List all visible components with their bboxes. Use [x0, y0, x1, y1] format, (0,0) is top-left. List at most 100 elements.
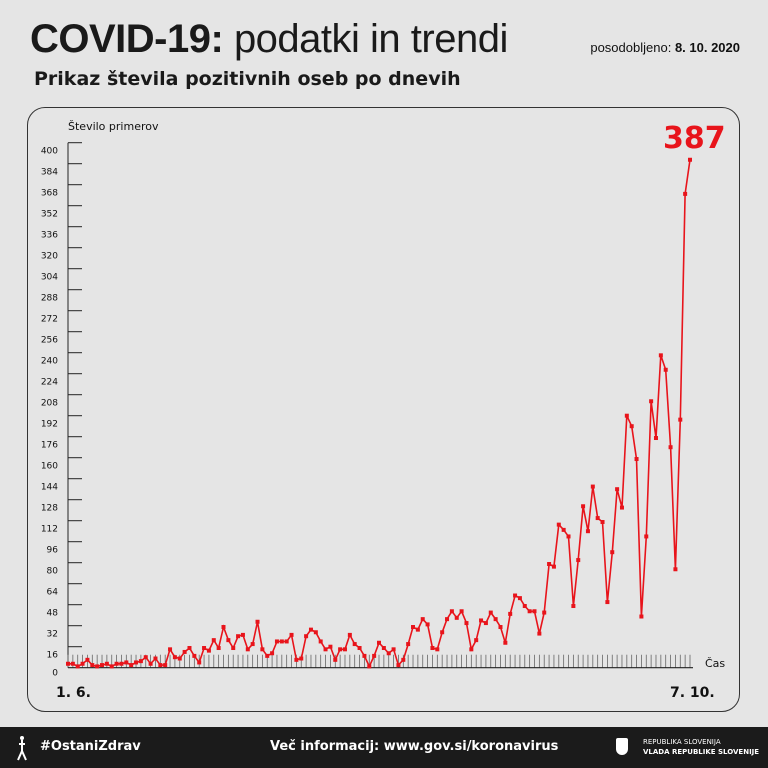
data-point — [547, 562, 552, 567]
data-point — [561, 527, 566, 532]
y-tick-label: 96 — [47, 546, 59, 556]
data-point — [532, 609, 537, 614]
data-point — [615, 487, 620, 492]
y-axis-label: Število primerov — [68, 120, 159, 133]
data-point — [357, 646, 362, 651]
data-point — [104, 661, 109, 666]
y-tick-label: 80 — [47, 567, 59, 577]
y-tick-label: 256 — [41, 336, 58, 346]
data-point — [391, 647, 396, 652]
data-point — [381, 646, 386, 651]
hashtag: #OstaniZdrav — [40, 739, 141, 754]
data-point — [624, 413, 629, 418]
data-point — [610, 550, 615, 555]
data-point — [571, 604, 576, 609]
title-light: podatki in trendi — [233, 17, 508, 61]
x-start-label: 1. 6. — [56, 685, 91, 701]
data-point — [294, 657, 299, 662]
data-point — [342, 647, 347, 652]
footer: #OstaniZdrav Več informacij: www.gov.si/… — [0, 727, 768, 768]
header: COVID-19: podatki in trendi posodobljeno… — [30, 14, 740, 64]
y-tick-label: 368 — [41, 189, 58, 199]
data-point — [644, 534, 649, 539]
y-tick-label: 208 — [41, 399, 58, 409]
x-end-label: 7. 10. — [670, 685, 715, 701]
data-point — [425, 622, 430, 627]
data-point — [377, 640, 381, 645]
data-point — [372, 653, 377, 658]
y-tick-label: 320 — [41, 252, 58, 262]
gov-line2: VLADA REPUBLIKE SLOVENIJE — [643, 748, 760, 756]
data-point — [323, 647, 328, 652]
data-point — [522, 604, 527, 609]
data-point — [129, 663, 134, 668]
data-point — [318, 639, 323, 644]
data-point — [70, 661, 75, 666]
data-point — [231, 646, 236, 651]
data-point — [109, 664, 114, 669]
data-point — [197, 660, 202, 665]
data-point — [119, 661, 124, 666]
data-point — [279, 639, 284, 644]
data-point — [333, 657, 338, 662]
last-value-label: 387 — [663, 121, 726, 156]
data-point — [459, 609, 464, 614]
info-link[interactable]: Več informacij: www.gov.si/koronavirus — [270, 739, 559, 754]
data-point — [153, 656, 158, 661]
data-point — [66, 661, 70, 666]
y-tick-label: 128 — [41, 504, 58, 514]
data-point — [299, 656, 304, 661]
data-point — [206, 648, 211, 653]
data-point — [95, 664, 100, 669]
data-point — [240, 632, 245, 637]
data-point — [168, 647, 173, 652]
data-point — [163, 663, 168, 668]
data-point — [566, 534, 571, 539]
data-point — [576, 558, 581, 563]
data-point — [629, 424, 634, 429]
data-point — [75, 664, 80, 669]
data-point — [338, 647, 343, 652]
data-point — [678, 417, 683, 422]
chart-panel — [27, 107, 740, 712]
data-point — [411, 625, 416, 630]
data-point — [513, 593, 518, 598]
data-point — [435, 647, 440, 652]
data-point — [663, 367, 668, 372]
data-point — [595, 516, 600, 521]
data-point — [396, 663, 401, 668]
data-point — [454, 615, 459, 620]
data-point — [114, 661, 119, 666]
data-point — [274, 639, 279, 644]
data-point — [255, 619, 260, 624]
data-point — [503, 640, 508, 645]
data-point — [226, 638, 231, 643]
person-icon — [17, 736, 27, 761]
data-point — [347, 632, 352, 637]
y-tick-label: 112 — [41, 525, 58, 535]
data-point — [469, 647, 474, 652]
y-tick-label: 272 — [41, 315, 58, 325]
data-point — [172, 655, 177, 660]
data-point — [605, 600, 610, 605]
x-axis-label: Čas — [705, 657, 725, 670]
data-point — [177, 656, 182, 661]
gov-logo-text: REPUBLIKA SLOVENIJA VLADA REPUBLIKE SLOV… — [643, 737, 759, 757]
y-tick-label: 304 — [41, 273, 58, 283]
data-point — [649, 399, 654, 404]
subtitle: Prikaz števila pozitivnih oseb po dnevih — [34, 68, 461, 90]
data-point — [464, 621, 469, 626]
data-point — [221, 625, 226, 630]
data-point — [551, 564, 556, 569]
data-point — [673, 567, 678, 572]
y-tick-label: 32 — [47, 630, 58, 640]
data-point — [537, 631, 542, 636]
data-point — [80, 661, 85, 666]
data-point — [619, 505, 624, 510]
data-point — [634, 457, 639, 462]
data-point — [406, 642, 411, 647]
data-point — [508, 611, 513, 616]
page-title: COVID-19: podatki in trendi — [30, 14, 508, 64]
data-point — [352, 642, 357, 647]
data-point — [265, 653, 270, 658]
